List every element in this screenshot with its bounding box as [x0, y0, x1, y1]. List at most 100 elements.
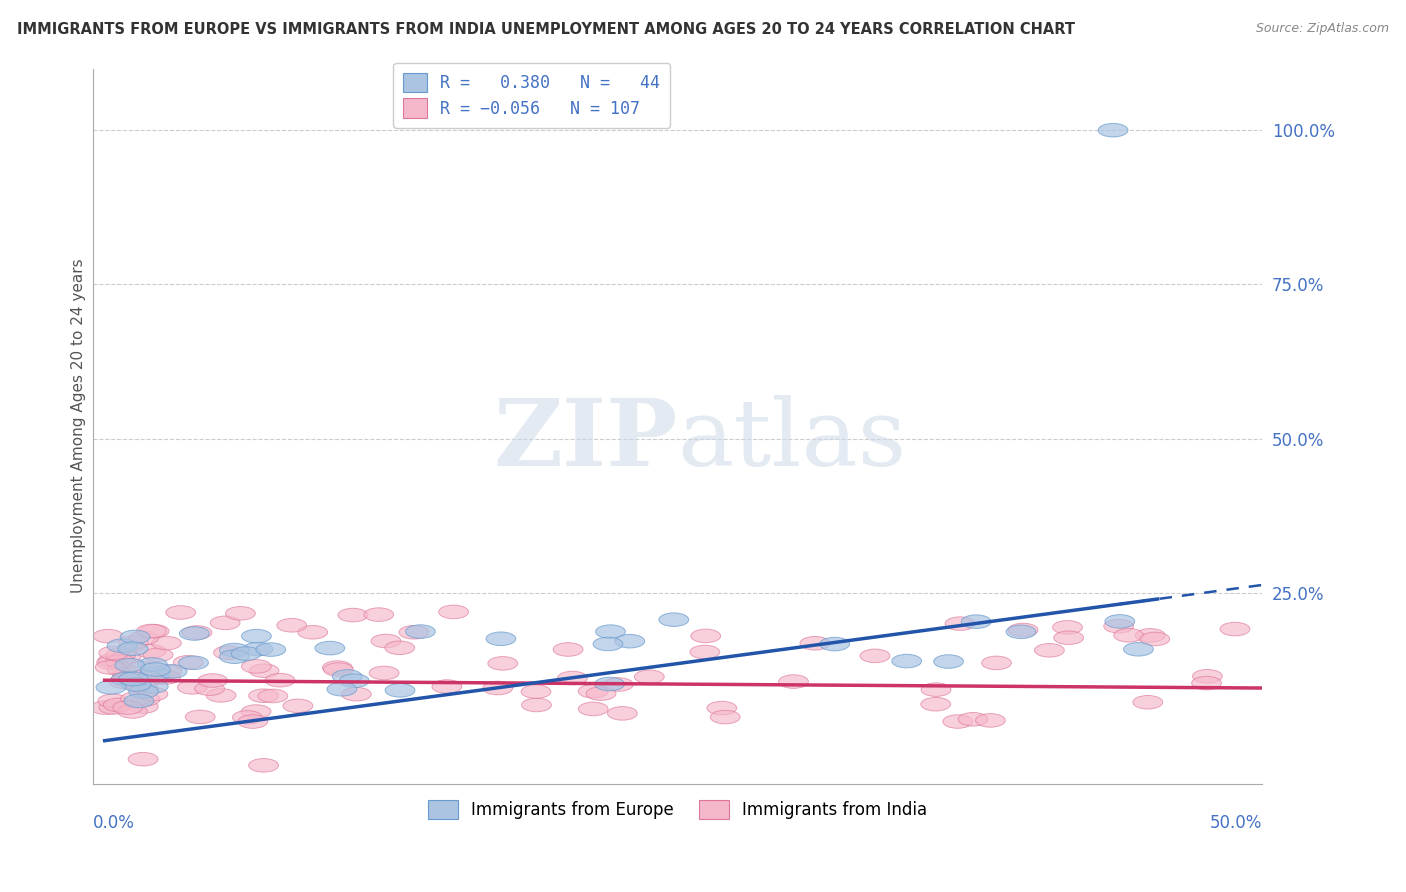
Ellipse shape	[634, 670, 664, 683]
Ellipse shape	[342, 688, 371, 701]
Ellipse shape	[322, 661, 353, 674]
Ellipse shape	[603, 678, 633, 691]
Ellipse shape	[488, 657, 517, 670]
Ellipse shape	[139, 624, 169, 638]
Ellipse shape	[800, 637, 830, 650]
Ellipse shape	[242, 630, 271, 643]
Ellipse shape	[249, 664, 278, 678]
Ellipse shape	[136, 645, 166, 658]
Ellipse shape	[118, 705, 148, 718]
Text: 0.0%: 0.0%	[93, 814, 135, 832]
Ellipse shape	[127, 680, 157, 693]
Y-axis label: Unemployment Among Ages 20 to 24 years: Unemployment Among Ages 20 to 24 years	[72, 259, 86, 593]
Ellipse shape	[157, 665, 187, 678]
Ellipse shape	[96, 661, 125, 674]
Ellipse shape	[97, 656, 127, 670]
Ellipse shape	[107, 663, 136, 676]
Ellipse shape	[690, 629, 721, 643]
Ellipse shape	[107, 639, 136, 653]
Ellipse shape	[249, 758, 278, 772]
Ellipse shape	[115, 658, 145, 672]
Ellipse shape	[820, 637, 849, 651]
Ellipse shape	[112, 701, 142, 714]
Ellipse shape	[522, 698, 551, 712]
Ellipse shape	[128, 661, 157, 675]
Ellipse shape	[211, 616, 240, 630]
Ellipse shape	[1133, 696, 1163, 709]
Ellipse shape	[121, 678, 150, 691]
Ellipse shape	[179, 656, 208, 670]
Ellipse shape	[242, 705, 271, 718]
Ellipse shape	[150, 671, 180, 684]
Ellipse shape	[339, 674, 370, 688]
Ellipse shape	[242, 660, 271, 673]
Ellipse shape	[138, 657, 167, 672]
Text: ZIP: ZIP	[494, 395, 678, 485]
Ellipse shape	[120, 630, 150, 644]
Ellipse shape	[385, 683, 415, 698]
Ellipse shape	[1008, 624, 1038, 637]
Ellipse shape	[131, 692, 160, 706]
Ellipse shape	[558, 672, 588, 685]
Ellipse shape	[659, 613, 689, 626]
Ellipse shape	[1192, 676, 1222, 690]
Ellipse shape	[710, 710, 740, 724]
Ellipse shape	[1053, 631, 1084, 645]
Ellipse shape	[166, 606, 195, 619]
Ellipse shape	[405, 624, 436, 639]
Ellipse shape	[596, 625, 626, 639]
Ellipse shape	[141, 663, 170, 676]
Ellipse shape	[1053, 621, 1083, 634]
Ellipse shape	[93, 630, 122, 643]
Ellipse shape	[1140, 632, 1170, 646]
Ellipse shape	[194, 681, 225, 696]
Ellipse shape	[118, 636, 149, 649]
Ellipse shape	[105, 655, 135, 668]
Ellipse shape	[779, 675, 808, 689]
Ellipse shape	[138, 680, 169, 693]
Ellipse shape	[214, 646, 243, 659]
Text: 50.0%: 50.0%	[1209, 814, 1263, 832]
Ellipse shape	[943, 714, 973, 728]
Ellipse shape	[91, 701, 121, 714]
Ellipse shape	[111, 650, 141, 664]
Ellipse shape	[323, 663, 353, 676]
Ellipse shape	[522, 685, 551, 698]
Ellipse shape	[298, 625, 328, 639]
Ellipse shape	[198, 673, 228, 688]
Text: IMMIGRANTS FROM EUROPE VS IMMIGRANTS FROM INDIA UNEMPLOYMENT AMONG AGES 20 TO 24: IMMIGRANTS FROM EUROPE VS IMMIGRANTS FRO…	[17, 22, 1074, 37]
Ellipse shape	[136, 624, 166, 638]
Ellipse shape	[891, 655, 921, 668]
Ellipse shape	[283, 699, 312, 713]
Ellipse shape	[315, 641, 344, 655]
Ellipse shape	[690, 645, 720, 659]
Ellipse shape	[1114, 629, 1143, 642]
Ellipse shape	[183, 625, 212, 640]
Ellipse shape	[110, 675, 139, 689]
Ellipse shape	[225, 607, 256, 620]
Ellipse shape	[981, 657, 1011, 670]
Ellipse shape	[219, 643, 249, 657]
Ellipse shape	[219, 650, 249, 664]
Ellipse shape	[332, 670, 363, 683]
Ellipse shape	[1105, 615, 1135, 628]
Ellipse shape	[139, 667, 170, 681]
Ellipse shape	[553, 643, 583, 657]
Ellipse shape	[128, 699, 159, 714]
Ellipse shape	[243, 642, 273, 656]
Ellipse shape	[231, 647, 262, 660]
Ellipse shape	[337, 608, 368, 622]
Ellipse shape	[364, 607, 394, 622]
Ellipse shape	[98, 654, 128, 667]
Ellipse shape	[921, 683, 950, 697]
Ellipse shape	[934, 655, 963, 668]
Ellipse shape	[105, 648, 136, 662]
Text: atlas: atlas	[678, 395, 907, 485]
Ellipse shape	[1136, 629, 1166, 642]
Ellipse shape	[124, 694, 153, 707]
Ellipse shape	[128, 752, 157, 766]
Ellipse shape	[1098, 123, 1128, 137]
Ellipse shape	[578, 684, 607, 698]
Ellipse shape	[1220, 623, 1250, 636]
Ellipse shape	[257, 690, 288, 703]
